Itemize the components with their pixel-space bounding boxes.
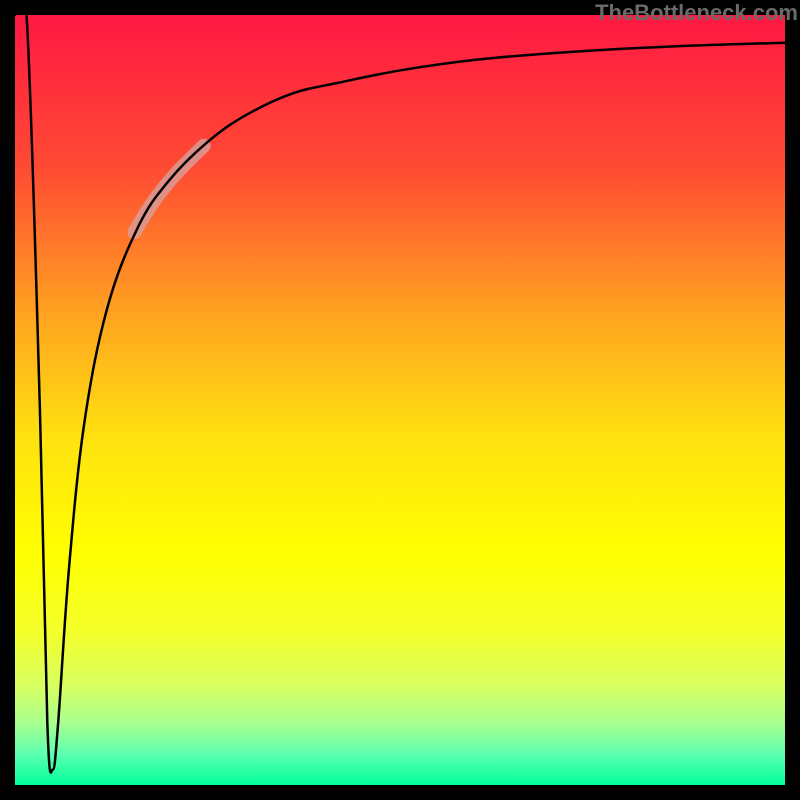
plot-background — [15, 15, 785, 785]
watermark-text: TheBottleneck.com — [595, 0, 798, 26]
chart-frame: TheBottleneck.com — [0, 0, 800, 800]
plot-area — [15, 15, 785, 785]
